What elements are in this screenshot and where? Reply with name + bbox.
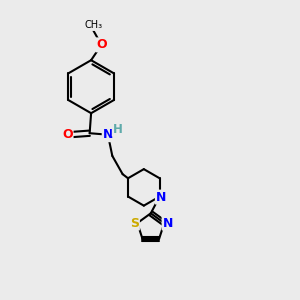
Text: S: S xyxy=(130,217,139,230)
Text: N: N xyxy=(103,128,113,141)
Text: O: O xyxy=(96,38,107,51)
Text: N: N xyxy=(163,217,173,230)
Text: H: H xyxy=(112,123,122,136)
Text: O: O xyxy=(62,128,73,141)
Text: CH₃: CH₃ xyxy=(84,20,102,30)
Text: N: N xyxy=(156,190,166,204)
